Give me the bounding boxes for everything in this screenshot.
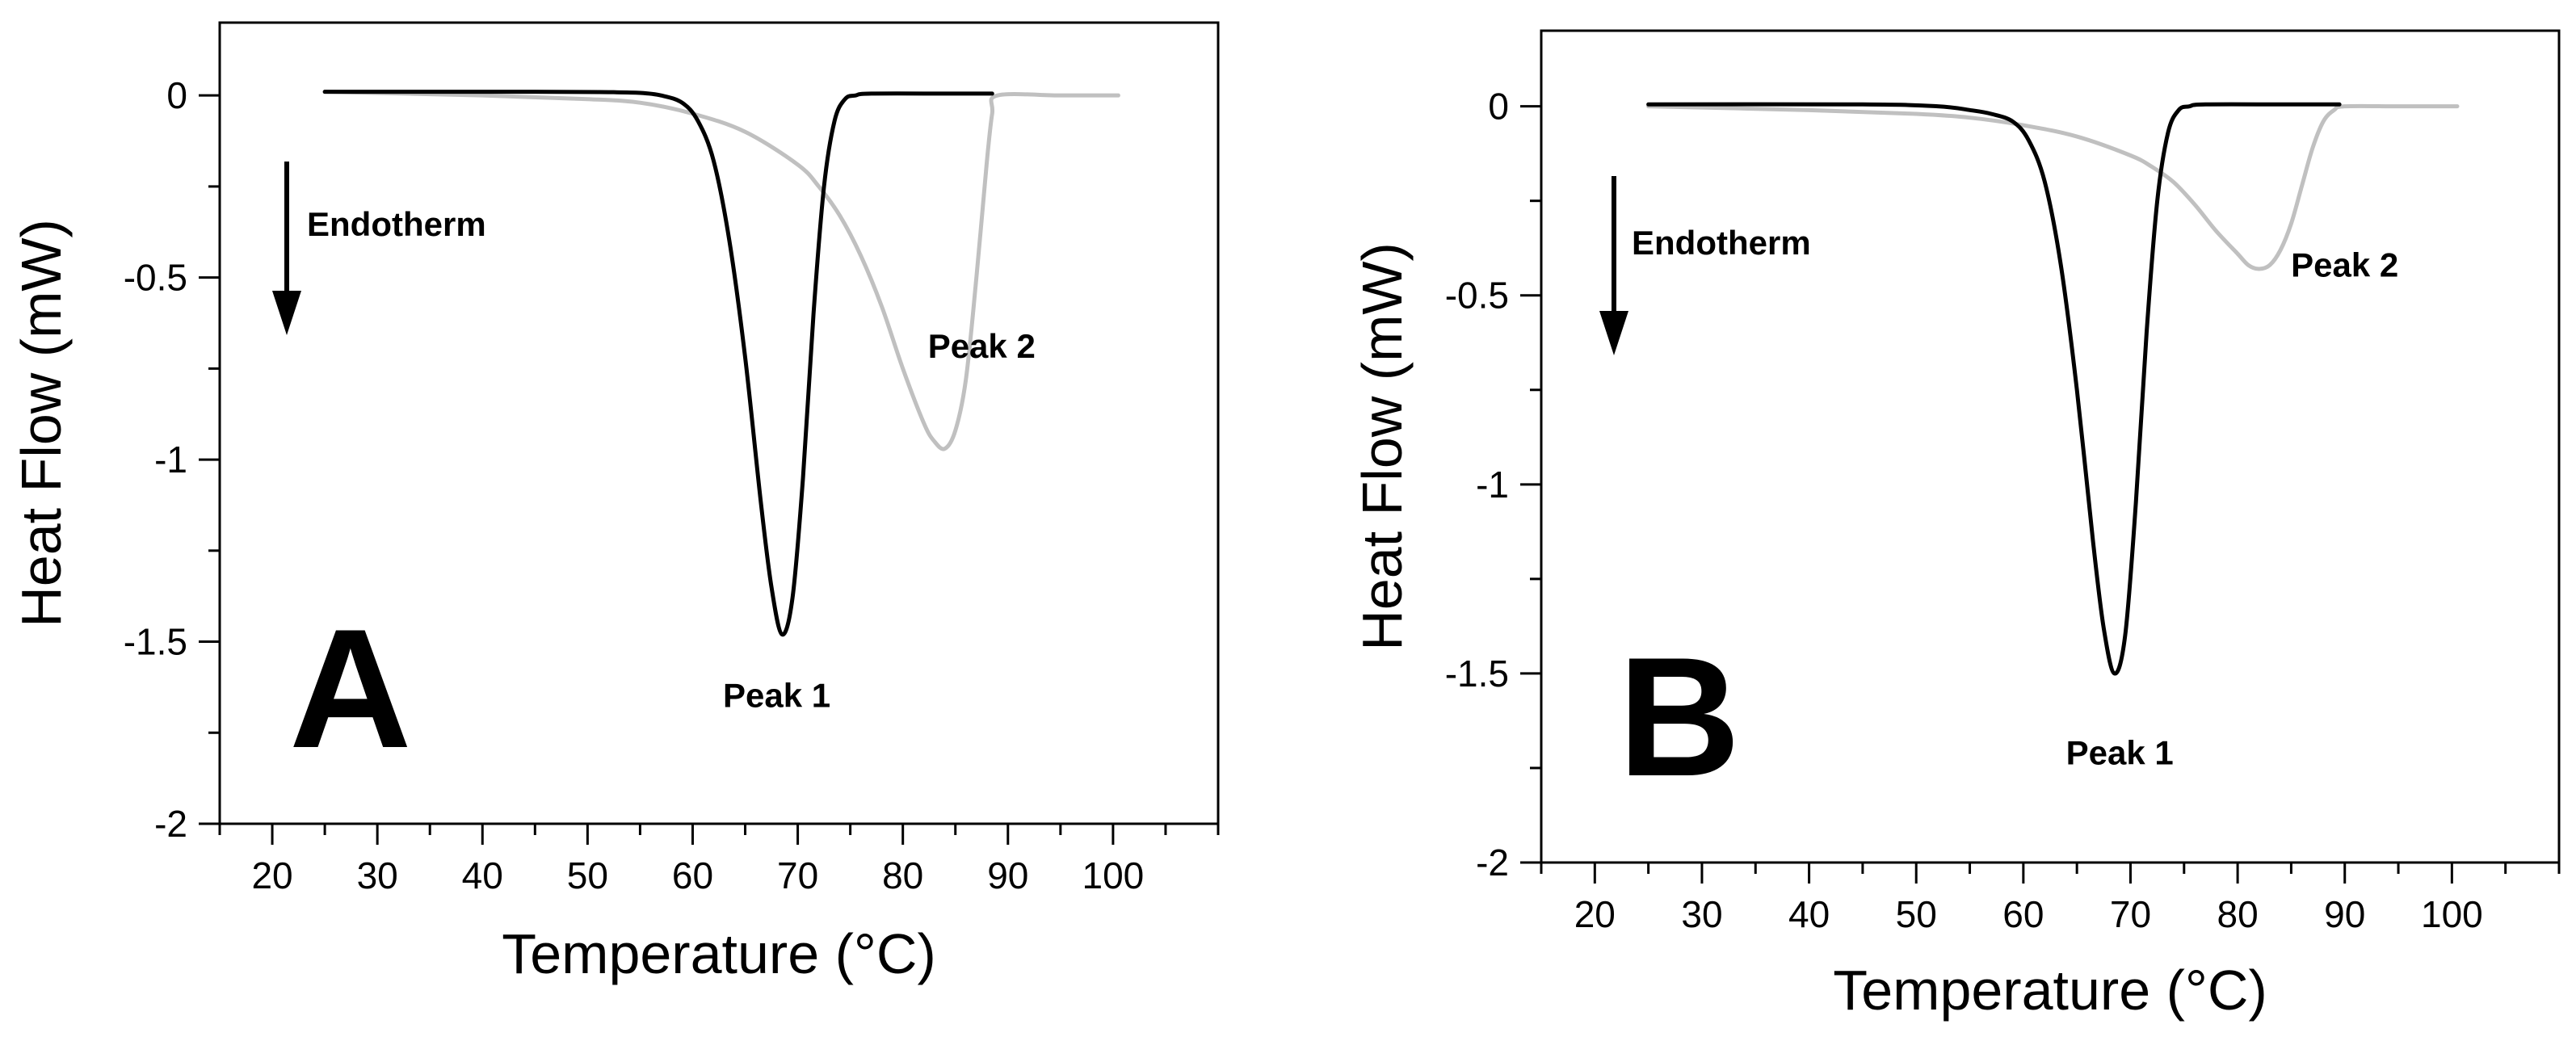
panel-b-y-tick-label: -0.5 [1445,275,1509,317]
panel-b-x-tick-label: 80 [2217,893,2259,935]
panel-a-y-axis-title: Heat Flow (mW) [10,219,73,628]
panel-a-y-tick-label: -2 [154,803,187,845]
panel-a-x-tick-label: 100 [1082,854,1145,896]
panel-a-x-tick-label: 60 [672,854,713,896]
panel-a-y-tick-label: -1.5 [124,621,187,663]
panel-b-x-tick-label: 30 [1681,893,1722,935]
chart-panel-a: 20 30 40 50 60 70 80 90 100 0 -0.5 -1 -1.5 -2 Heat Flo… [10,21,1220,985]
panel-b-y-tick-label: -1.5 [1445,653,1509,695]
panel-a-x-tick-label: 20 [251,854,292,896]
chart-panel-b: 20 30 40 50 60 70 80 90 100 0 -0.5 -1 -1.5 -2 Heat Flo… [1351,29,2561,1022]
panel-a-panel-letter: A [289,594,412,783]
panel-b-panel-letter: B [1618,622,1741,812]
panel-b-series-line-peak-2 [1646,103,2460,271]
panel-a-x-tick-label: 70 [777,854,818,896]
panel-b-plot-frame [1540,29,2561,864]
panel-b-series-line-peak-1 [1646,102,2342,676]
panel-a-x-tick-label: 50 [567,854,608,896]
panel-a-peak-2-label: Peak 2 [928,327,1036,365]
panel-a-series-line-peak-2 [322,90,1120,451]
panel-a-x-axis-title: Temperature (°C) [502,922,936,985]
panel-b-x-tick-label: 50 [1896,893,1937,935]
panel-a-x-tick-label: 40 [462,854,503,896]
panel-a-endotherm-label: Endotherm [307,205,486,243]
panel-b-x-tick-label: 100 [2421,893,2483,935]
panel-b-peak-1-label: Peak 1 [2066,733,2174,771]
panel-a-x-tick-label: 30 [357,854,398,896]
panel-b-x-tick-label: 60 [2002,893,2044,935]
panel-a-plot-frame [218,21,1220,825]
panel-b-x-tick-label: 40 [1788,893,1830,935]
panel-b-peak-2-label: Peak 2 [2291,246,2398,283]
panel-b-x-tick-label: 70 [2110,893,2151,935]
panel-b-x-tick-label: 20 [1574,893,1616,935]
panel-b-x-tick-label: 90 [2324,893,2365,935]
panel-b-y-tick-label: -1 [1476,464,1509,506]
panel-a-series-line-peak-1 [322,90,994,637]
panel-a-peak-1-label: Peak 1 [723,677,830,715]
panel-b-x-axis-title: Temperature (°C) [1833,959,2267,1022]
panel-a-endotherm-arrow-head-icon [272,291,301,335]
panel-b-y-tick-label: 0 [1488,86,1509,128]
panel-a-x-tick-label: 80 [882,854,923,896]
panel-b-y-tick-label: -2 [1476,842,1509,884]
panel-b-endotherm-arrow-head-icon [1599,311,1628,355]
panel-a-x-tick-label: 90 [987,854,1028,896]
panel-a-y-tick-label: -1 [154,439,187,481]
panel-a-y-tick-label: -0.5 [124,257,187,299]
panel-b-y-axis-title: Heat Flow (mW) [1351,242,1414,651]
panel-b-endotherm-label: Endotherm [1632,224,1811,262]
panel-a-y-tick-label: 0 [166,74,187,116]
